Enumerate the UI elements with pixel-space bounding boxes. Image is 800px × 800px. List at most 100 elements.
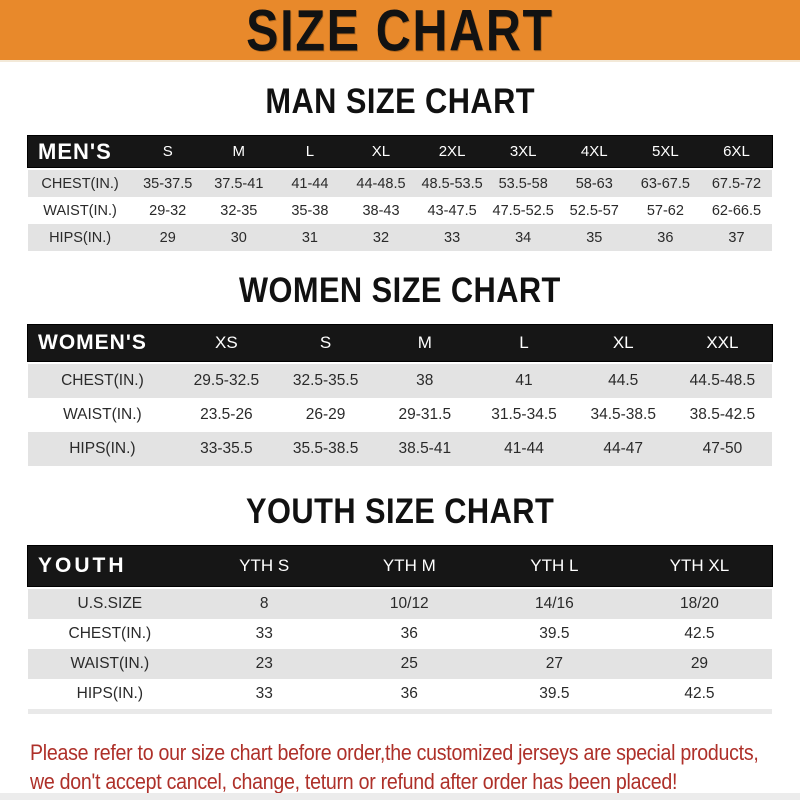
- data-cell: 27: [545, 655, 563, 672]
- data-cell: 34: [515, 229, 532, 246]
- column-header: S: [319, 333, 332, 352]
- column-header: 4XL: [580, 143, 608, 160]
- data-cell: 31: [301, 229, 318, 246]
- data-cell: 29: [690, 655, 709, 672]
- data-cell: 38.5-41: [398, 440, 452, 457]
- row-label: WAIST(IN.): [70, 655, 150, 672]
- data-cell: 25: [400, 655, 418, 672]
- data-cell: 14/16: [534, 595, 574, 612]
- women-section-heading: WOMEN SIZE CHART: [0, 271, 800, 311]
- data-cell: 23.5-26: [200, 406, 253, 423]
- data-cell: 29-32: [149, 202, 187, 219]
- data-cell: 44-48.5: [356, 175, 406, 192]
- youth-size-table: YOUTH YTH S YTH M YTH L YTH XL U.S.SIZE 8 10/12…: [28, 546, 772, 714]
- column-header: M: [232, 143, 246, 160]
- men-size-table-header-row: MEN'S S M L XL 2XL 3XL 4XL 5XL 6XL: [28, 136, 772, 167]
- data-cell: 39.5: [539, 685, 570, 702]
- row-label: HIPS(IN.): [49, 229, 112, 246]
- youth-section-heading: YOUTH SIZE CHART: [0, 492, 800, 532]
- women-size-table-label: WOMEN'S: [38, 331, 147, 354]
- data-cell: 31.5-34.5: [491, 406, 557, 423]
- data-cell: 35: [586, 229, 603, 246]
- data-cell: 36: [400, 625, 418, 642]
- row-label: WAIST(IN.): [63, 406, 142, 423]
- column-header: 5XL: [652, 143, 679, 160]
- data-cell: 34.5-38.5: [590, 406, 656, 423]
- table-row: CHEST(IN.) 29.5-32.5 32.5-35.5 38 41 44.5 44.5…: [28, 364, 772, 398]
- men-section-title: MAN SIZE CHART: [265, 82, 535, 121]
- data-cell: 18/20: [680, 595, 719, 612]
- row-label: HIPS(IN.): [76, 685, 143, 702]
- row-label: U.S.SIZE: [77, 595, 143, 612]
- data-cell: 36: [400, 685, 418, 702]
- column-header: XXL: [706, 333, 739, 352]
- men-section-heading: MAN SIZE CHART: [0, 82, 800, 122]
- data-cell: 41: [515, 372, 533, 389]
- data-cell: 32.5-35.5: [292, 372, 359, 389]
- data-cell: 63-67.5: [640, 175, 690, 192]
- data-cell: 33-35.5: [200, 440, 253, 457]
- youth-size-table-header-row: YOUTH YTH S YTH M YTH L YTH XL: [28, 546, 772, 586]
- column-header: YTH M: [382, 556, 436, 575]
- row-label: CHEST(IN.): [61, 372, 144, 389]
- data-cell: 33: [444, 229, 461, 246]
- table-row: CHEST(IN.) 33 36 39.5 42.5: [28, 619, 772, 649]
- data-cell: 44.5-48.5: [689, 372, 756, 389]
- data-cell: 53.5-58: [498, 175, 548, 192]
- data-cell: 8: [259, 595, 269, 612]
- data-cell: 32-35: [220, 202, 258, 219]
- disclaimer-line-2: we don't accept cancel, change, teturn o…: [30, 769, 678, 794]
- data-cell: 35.5-38.5: [292, 440, 359, 457]
- table-row: WAIST(IN.) 23 25 27 29: [28, 649, 772, 679]
- data-cell: 32: [372, 229, 390, 246]
- table-row: CHEST(IN.) 35-37.5 37.5-41 41-44 44-48.5 48.5…: [28, 170, 772, 197]
- women-section-title: WOMEN SIZE CHART: [239, 271, 561, 310]
- data-cell: 62-66.5: [711, 202, 762, 219]
- column-header: M: [417, 333, 432, 352]
- women-size-table: WOMEN'S XS S M L XL XXL CHEST(IN.) 29.5-32.5 32.5…: [28, 325, 772, 466]
- column-header: 6XL: [723, 143, 750, 160]
- row-label: CHEST(IN.): [68, 625, 152, 642]
- data-cell: 35-38: [291, 202, 329, 219]
- row-label: CHEST(IN.): [41, 175, 119, 192]
- data-cell: 37: [728, 229, 745, 246]
- data-cell: 52.5-57: [569, 202, 619, 219]
- data-cell: 38: [416, 372, 434, 389]
- disclaimer-line-1: Please refer to our size chart before or…: [30, 740, 759, 765]
- men-size-table-label: MEN'S: [38, 138, 112, 164]
- data-cell: 44.5: [608, 372, 639, 389]
- column-header: XS: [215, 333, 238, 352]
- data-cell: 35-37.5: [143, 175, 193, 192]
- data-cell: 30: [230, 229, 247, 246]
- column-header: XL: [612, 333, 634, 352]
- data-cell: 36: [657, 229, 674, 246]
- data-cell: 10/12: [389, 595, 429, 612]
- youth-section-title: YOUTH SIZE CHART: [245, 492, 555, 531]
- data-cell: 47.5-52.5: [492, 202, 554, 219]
- data-cell: 29-31.5: [398, 406, 452, 423]
- data-cell: 26-29: [305, 406, 346, 423]
- data-cell: 41-44: [504, 440, 544, 457]
- column-header: YTH L: [530, 556, 579, 575]
- data-cell: 29.5-32.5: [193, 372, 260, 389]
- table-row: HIPS(IN.) 33 36 39.5 42.5: [28, 679, 772, 709]
- data-cell: 42.5: [684, 625, 715, 642]
- column-header: L: [305, 143, 315, 160]
- data-cell: 38-43: [362, 202, 400, 219]
- data-cell: 29: [159, 229, 176, 246]
- column-header: L: [519, 333, 529, 352]
- data-cell: 33: [255, 685, 273, 702]
- data-cell: 48.5-53.5: [421, 175, 483, 192]
- column-header: XL: [371, 143, 391, 160]
- data-cell: 58-63: [575, 175, 613, 192]
- table-row: HIPS(IN.) 33-35.5 35.5-38.5 38.5-41 41-44 44-…: [28, 432, 772, 466]
- column-header: YTH S: [239, 556, 290, 575]
- disclaimer-note: Please refer to our size chart before or…: [30, 738, 800, 796]
- data-cell: 38.5-42.5: [689, 406, 756, 423]
- data-cell: 57-62: [646, 202, 684, 219]
- column-header: 3XL: [509, 143, 537, 160]
- data-cell: 23: [255, 655, 273, 672]
- data-cell: 47-50: [702, 440, 743, 457]
- men-size-table: MEN'S S M L XL 2XL 3XL 4XL 5XL 6XL CHEST(IN.) 35-37…: [28, 136, 772, 251]
- data-cell: 41-44: [291, 175, 329, 192]
